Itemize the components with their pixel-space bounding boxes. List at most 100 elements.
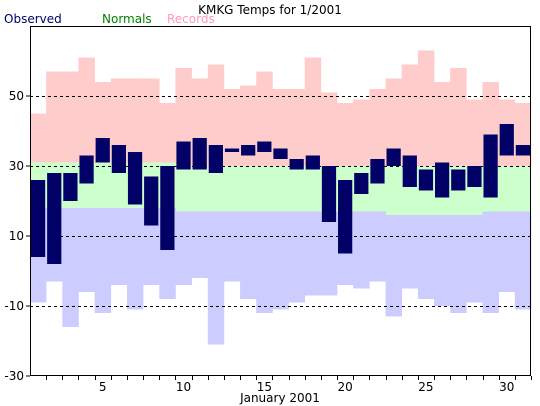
record-band-day-28 [466, 99, 483, 166]
observed-bar-day-19 [321, 166, 337, 222]
normal-band-day-12 [207, 166, 225, 212]
x-axis-label: January 2001 [239, 391, 320, 405]
below-normal-band-day-6 [110, 208, 128, 285]
below-normal-band-day-12 [207, 211, 225, 345]
x-tick-label-5: 5 [99, 380, 107, 394]
record-band-day-22 [369, 89, 386, 166]
record-band-day-2 [46, 71, 63, 163]
y-axis-ticks: -30 -10 10 30 50 [4, 89, 30, 383]
observed-bar-day-17 [289, 159, 304, 170]
normal-band-day-6 [110, 162, 128, 208]
record-band-day-1 [30, 113, 47, 163]
observed-bar-day-9 [160, 166, 175, 250]
observed-bar-day-26 [435, 162, 450, 198]
record-band-day-4 [78, 57, 95, 163]
below-normal-band-day-29 [482, 211, 499, 313]
record-band-day-17 [288, 89, 306, 166]
normal-band-day-17 [288, 166, 306, 212]
record-band-day-13 [223, 89, 241, 166]
y-tick-label--10: -10 [4, 299, 24, 313]
observed-bar-day-22 [370, 159, 385, 184]
observed-bar-day-5 [95, 138, 110, 163]
observed-bar-day-15 [257, 141, 272, 152]
y-tick-label-30: 30 [9, 159, 24, 173]
below-normal-band-day-10 [175, 211, 192, 285]
record-band-day-25 [417, 50, 435, 166]
normal-band-day-5 [94, 162, 112, 208]
observed-bar-day-20 [338, 180, 353, 254]
record-band-day-18 [304, 57, 322, 166]
below-normal-band-day-8 [143, 208, 160, 285]
observed-bars [30, 124, 531, 264]
below-normal-band-day-25 [417, 215, 435, 299]
below-normal-band-day-23 [385, 215, 403, 317]
below-normal-band-day-26 [434, 215, 451, 306]
x-tick-label-25: 25 [418, 380, 433, 394]
below-normal-band-day-14 [240, 211, 257, 299]
below-normal-band-day-15 [256, 211, 273, 313]
observed-bar-day-8 [144, 176, 159, 226]
plot-frame [30, 26, 531, 376]
below-normal-band-day-4 [78, 208, 95, 292]
observed-bar-day-30 [499, 124, 514, 156]
record-band-day-9 [159, 103, 176, 163]
y-tick-label-50: 50 [9, 89, 24, 103]
observed-bar-day-14 [241, 145, 256, 156]
x-tick-label-20: 20 [338, 380, 353, 394]
observed-bar-day-16 [273, 148, 288, 159]
below-normal-band-day-18 [304, 211, 322, 296]
below-normal-band-day-30 [498, 211, 516, 292]
observed-bar-day-11 [192, 138, 207, 170]
record-band-day-19 [320, 92, 338, 166]
below-normal-band-day-27 [450, 215, 467, 313]
below-normal-band-day-19 [320, 211, 338, 296]
observed-bar-day-2 [47, 173, 62, 264]
legend-records: Records [167, 12, 215, 26]
x-tick-label-30: 30 [499, 380, 514, 394]
record-band-day-16 [272, 89, 289, 166]
below-normal-band-day-22 [369, 211, 386, 282]
y-tick-label--30: -30 [4, 369, 24, 383]
below-normal-band-day-31 [514, 211, 532, 310]
record-band-day-31 [514, 103, 532, 166]
normal-band-day-16 [272, 166, 289, 212]
record-band-day-3 [62, 71, 79, 163]
below-normal-band-day-28 [466, 215, 483, 303]
below-normal-band-day-3 [62, 208, 79, 327]
observed-bar-day-3 [63, 173, 78, 201]
chart-title: KMKG Temps for 1/2001 [198, 3, 342, 17]
observed-bar-day-23 [386, 148, 401, 166]
normal-band-day-31 [514, 166, 532, 212]
record-band-day-6 [110, 78, 128, 163]
observed-bar-day-25 [418, 169, 434, 191]
record-band-day-27 [450, 68, 467, 166]
below-normal-band-day-11 [191, 211, 209, 278]
normal-band-day-13 [223, 166, 241, 212]
observed-bar-day-12 [208, 145, 223, 173]
below-normal-band-day-13 [223, 211, 241, 282]
record-band-day-12 [207, 64, 225, 166]
below-normal-band-day-16 [272, 211, 289, 310]
normal-band-day-14 [240, 166, 257, 212]
observed-bar-day-24 [402, 155, 417, 187]
observed-bar-day-1 [30, 180, 46, 257]
observed-bar-day-21 [354, 173, 369, 194]
below-normal-band-day-5 [94, 208, 112, 313]
x-tick-label-15: 15 [257, 380, 272, 394]
below-normal-band-day-24 [401, 215, 419, 289]
below-normal-band-day-7 [126, 208, 144, 310]
normal-band-day-10 [175, 166, 192, 212]
record-band-day-24 [401, 64, 419, 166]
record-band-day-8 [143, 78, 160, 163]
legend: Observed Normals Records [4, 12, 215, 26]
x-axis-ticks: 5 10 15 20 25 30 [46, 376, 532, 394]
below-normal-band-day-17 [288, 211, 306, 303]
normal-band-day-15 [256, 166, 273, 212]
observed-bar-day-10 [176, 141, 191, 170]
x-tick-label-10: 10 [176, 380, 191, 394]
below-normal-band-day-21 [353, 211, 370, 289]
observed-bar-day-6 [111, 145, 126, 173]
observed-bar-day-27 [451, 169, 466, 191]
below-normal-bands [30, 208, 532, 345]
